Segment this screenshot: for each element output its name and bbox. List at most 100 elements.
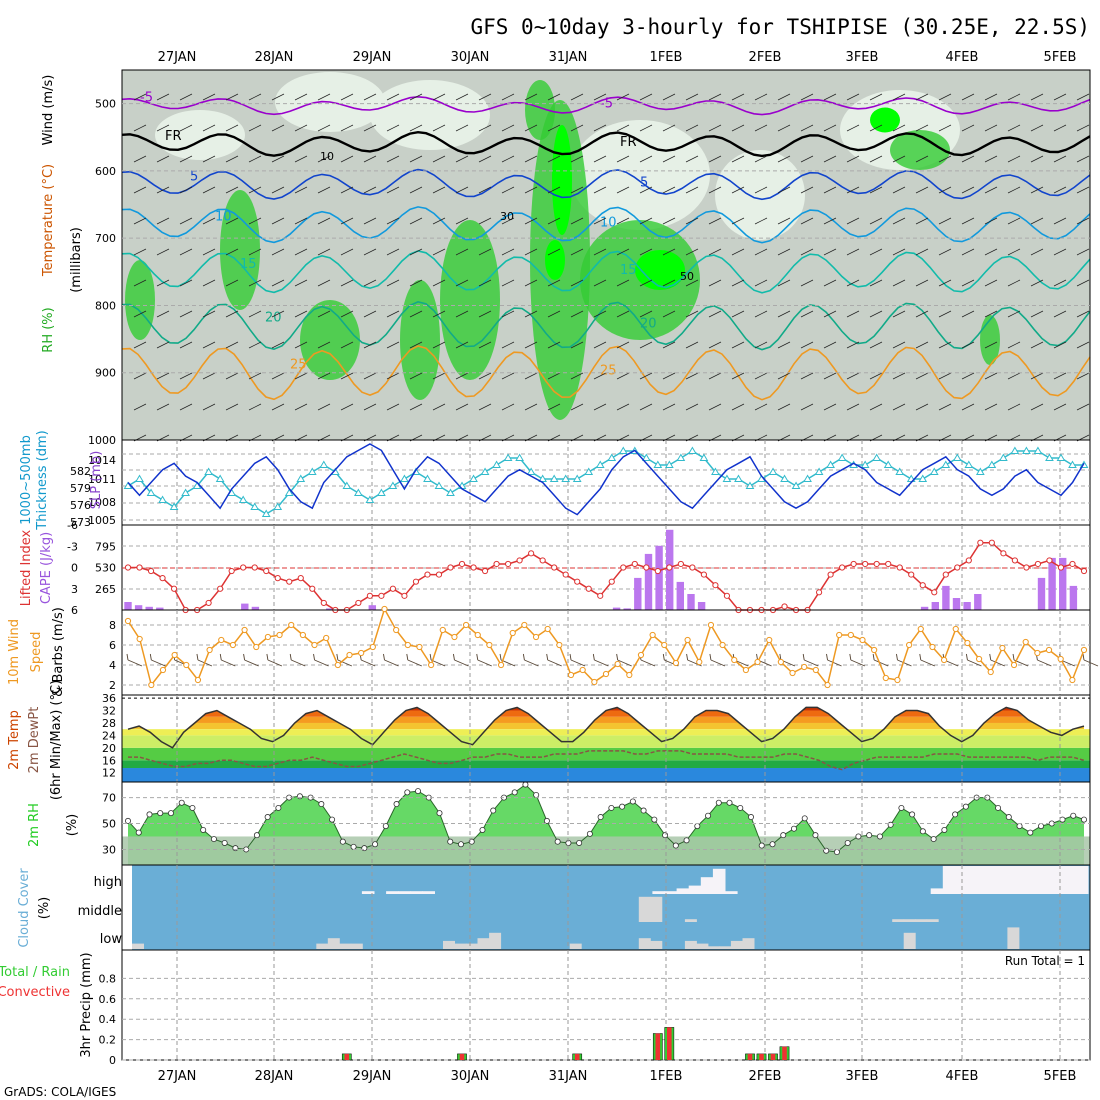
rh-green-region bbox=[890, 130, 950, 170]
wind-barb bbox=[202, 279, 216, 287]
cloud-bar bbox=[1075, 866, 1089, 894]
rh-point bbox=[415, 788, 422, 795]
rh2m-panel: 30 50 70 2m RH (%) bbox=[27, 781, 1091, 866]
wind-barb bbox=[409, 155, 423, 163]
wind-speed-line-point bbox=[428, 661, 435, 669]
wind-barb bbox=[639, 372, 653, 380]
ylabel-temperature: Temperature (°C) bbox=[41, 164, 56, 277]
wind-barb bbox=[915, 155, 929, 163]
rh-point bbox=[855, 833, 862, 840]
rh-point bbox=[253, 832, 260, 839]
lifted-index-line-point bbox=[896, 564, 903, 571]
wind-barb bbox=[179, 310, 193, 318]
cloud-bar bbox=[350, 943, 363, 949]
precip-panel: 0 0.2 0.4 0.6 0.8 Run Total = 1 Total / Rain Co… bbox=[0, 949, 1091, 1067]
thickness-tick-label: 573 bbox=[70, 516, 91, 529]
wind-barb bbox=[1076, 279, 1090, 287]
wind-barb bbox=[846, 372, 860, 380]
wind-speed-line-point bbox=[626, 671, 633, 679]
wind-barb bbox=[869, 341, 883, 349]
wind-barb bbox=[570, 217, 584, 225]
wind-barb bbox=[179, 341, 193, 349]
wind-barb bbox=[501, 93, 515, 101]
wind-speed-line-point bbox=[836, 631, 843, 639]
rh-point bbox=[221, 839, 228, 846]
wind-barb bbox=[179, 93, 193, 101]
cape-bar bbox=[952, 598, 961, 610]
wind-barb bbox=[1076, 217, 1090, 225]
lifted-index-line-point bbox=[263, 567, 270, 575]
thickness-line-point bbox=[688, 446, 697, 454]
wind-speed-line-point bbox=[509, 629, 516, 637]
wind-barb bbox=[133, 93, 147, 101]
wind-barb bbox=[294, 403, 308, 411]
date-label-bottom: 28JAN bbox=[255, 1069, 294, 1084]
isotherm-label: 10 bbox=[600, 216, 617, 231]
wind-barb bbox=[432, 93, 446, 101]
wind-barb bbox=[271, 186, 285, 194]
wind-barb bbox=[432, 372, 446, 380]
wind-barb bbox=[639, 155, 653, 163]
surface-wind-barb-feather bbox=[709, 653, 712, 661]
wind-barb bbox=[639, 279, 653, 287]
wind-speed-line-point bbox=[742, 666, 750, 674]
wind-barb bbox=[501, 155, 515, 163]
surface-wind-barb bbox=[151, 659, 166, 667]
rh-point bbox=[157, 810, 164, 817]
wind-barb bbox=[800, 310, 814, 318]
rh-point bbox=[329, 816, 336, 823]
wind-barb bbox=[639, 93, 653, 101]
wind-barb bbox=[248, 93, 262, 101]
wind-speed-line-point bbox=[229, 641, 237, 649]
temperature-band-base bbox=[122, 760, 1090, 769]
wind-barb bbox=[593, 93, 607, 101]
rh-point bbox=[318, 801, 325, 808]
lifted-index-line-point bbox=[1057, 564, 1065, 571]
cloud-bar bbox=[327, 938, 340, 949]
rh-point bbox=[672, 842, 679, 849]
lifted-index-line-point bbox=[447, 564, 454, 571]
surface-wind-barb-feather bbox=[592, 653, 595, 661]
ylabel-millibars: (millibars) bbox=[69, 227, 84, 293]
wind-barb bbox=[984, 310, 998, 318]
wind-barb bbox=[593, 403, 607, 411]
rh-point bbox=[135, 829, 142, 836]
thickness-line-point bbox=[595, 460, 605, 468]
wind-barb bbox=[340, 372, 354, 380]
wind-speed-line-point bbox=[894, 676, 901, 684]
wind-barb bbox=[777, 248, 791, 256]
wind-barb bbox=[340, 310, 354, 318]
cloud-bar bbox=[454, 943, 467, 949]
thickness-line-point bbox=[446, 488, 455, 496]
wind-barb bbox=[432, 124, 446, 132]
wind-barb bbox=[363, 248, 377, 256]
wind-barb bbox=[248, 186, 262, 194]
thickness-line-point bbox=[538, 474, 548, 482]
top-date-axis: 27JAN 28JAN 29JAN 30JAN 31JAN 1FEB 2FEB 3FEB 4FE… bbox=[158, 50, 1077, 65]
cape-bar bbox=[697, 602, 706, 610]
thickness-line-point bbox=[641, 453, 651, 461]
wind-speed-line-point bbox=[871, 646, 878, 654]
surface-wind-barb-feather bbox=[1012, 653, 1015, 661]
rh-point bbox=[167, 810, 174, 817]
wind-barb bbox=[156, 248, 170, 256]
temperature-tick-label: 28 bbox=[102, 717, 116, 730]
isotherm-label: 25 bbox=[600, 364, 617, 379]
wind-barb bbox=[340, 217, 354, 225]
wind-barb bbox=[961, 403, 975, 411]
cloud-bar bbox=[652, 891, 665, 894]
wind-barb bbox=[570, 124, 584, 132]
wind-speed-line-point bbox=[824, 681, 831, 689]
cloud-bar bbox=[316, 943, 329, 949]
rh-point bbox=[812, 832, 819, 839]
wind-barb bbox=[593, 124, 607, 132]
wind-barb bbox=[846, 124, 860, 132]
ylabel-dewpt: 2m DewPt bbox=[27, 707, 42, 774]
wind-barb bbox=[984, 124, 998, 132]
wind-barb bbox=[1053, 403, 1067, 411]
convective-bar bbox=[459, 1053, 465, 1060]
wind-barb bbox=[892, 93, 906, 101]
rh-point bbox=[178, 799, 185, 806]
wind-barb bbox=[984, 341, 998, 349]
rh-point bbox=[264, 814, 271, 821]
